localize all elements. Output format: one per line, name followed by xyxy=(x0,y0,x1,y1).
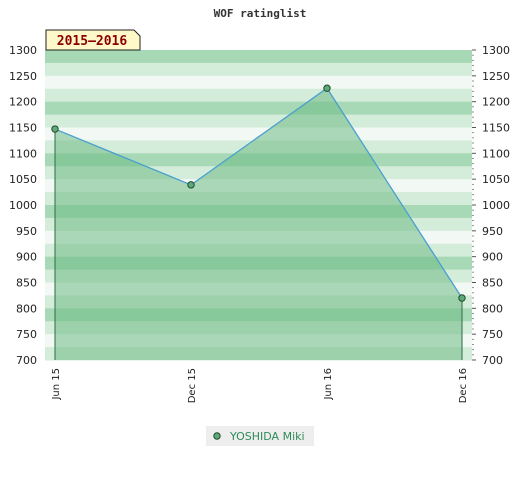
y-tick-label-left: 1150 xyxy=(9,122,37,135)
legend-marker xyxy=(213,432,221,440)
drop-lines xyxy=(54,129,463,360)
data-point xyxy=(323,84,331,92)
data-markers xyxy=(51,84,466,302)
y-tick-label-right: 750 xyxy=(482,328,503,341)
y-tick-label-right: 1000 xyxy=(482,199,510,212)
background-band xyxy=(45,88,472,103)
background-band xyxy=(45,62,472,77)
y-tick-label-left: 750 xyxy=(16,328,37,341)
series-area xyxy=(55,88,462,360)
y-axis-right: 700 750 800 850 900 950 1000 1050 1100 1150 1200 12… xyxy=(472,44,510,367)
x-tick-label: Dec 15 xyxy=(187,368,198,403)
background-band xyxy=(45,50,472,64)
y-axis-left: 700 750 800 850 900 950 1000 1050 1100 1150 1200 12… xyxy=(9,44,37,367)
y-tick-label-right: 850 xyxy=(482,277,503,290)
x-axis: Jun 15 Dec 15 Jun 16 Dec 16 xyxy=(51,368,469,403)
y-tick-label-left: 950 xyxy=(16,225,37,238)
y-tick-label-left: 900 xyxy=(16,251,37,264)
data-point xyxy=(51,125,59,133)
x-tick-label: Dec 16 xyxy=(458,368,469,403)
y-tick-label-right: 1150 xyxy=(482,122,510,135)
y-tick-label-right: 700 xyxy=(482,354,503,367)
y-tick-label-left: 850 xyxy=(16,277,37,290)
y-tick-label-right: 800 xyxy=(482,302,503,315)
y-tick-label-right: 1300 xyxy=(482,44,510,57)
y-tick-label-right: 1050 xyxy=(482,173,510,186)
season-badge-box xyxy=(45,29,141,51)
y-tick-label-left: 1300 xyxy=(9,44,37,57)
background-band xyxy=(45,114,472,128)
legend-box xyxy=(206,426,314,446)
season-badge-label: 2015–2016 xyxy=(57,34,128,49)
background-band xyxy=(45,101,472,116)
y-tick-label-left: 700 xyxy=(16,354,37,367)
x-tick-label: Jun 15 xyxy=(51,368,62,401)
series-line xyxy=(54,87,463,299)
y-tick-label-left: 1250 xyxy=(9,70,37,83)
y-tick-label-left: 1000 xyxy=(9,199,37,212)
y-tick-label-left: 1200 xyxy=(9,96,37,109)
background-band xyxy=(45,127,472,141)
series-line-layer xyxy=(54,87,463,299)
chart-title: WOF ratinglist xyxy=(214,7,307,20)
background-band xyxy=(45,75,472,90)
y-tick-label-right: 900 xyxy=(482,251,503,264)
data-point xyxy=(187,181,195,189)
legend-series-label: YOSHIDA Miki xyxy=(229,430,305,443)
y-tick-label-right: 1250 xyxy=(482,70,510,83)
area-layer xyxy=(55,88,462,360)
y-tick-label-left: 1100 xyxy=(9,147,37,160)
y-tick-label-right: 1100 xyxy=(482,147,510,160)
y-tick-label-right: 1200 xyxy=(482,96,510,109)
season-badge: 2015–2016 xyxy=(45,29,141,51)
legend: YOSHIDA Miki xyxy=(206,426,314,446)
y-tick-label-left: 800 xyxy=(16,302,37,315)
y-tick-label-right: 950 xyxy=(482,225,503,238)
y-tick-label-left: 1050 xyxy=(9,173,37,186)
data-point xyxy=(458,294,466,302)
x-tick-label: Jun 16 xyxy=(323,368,334,401)
